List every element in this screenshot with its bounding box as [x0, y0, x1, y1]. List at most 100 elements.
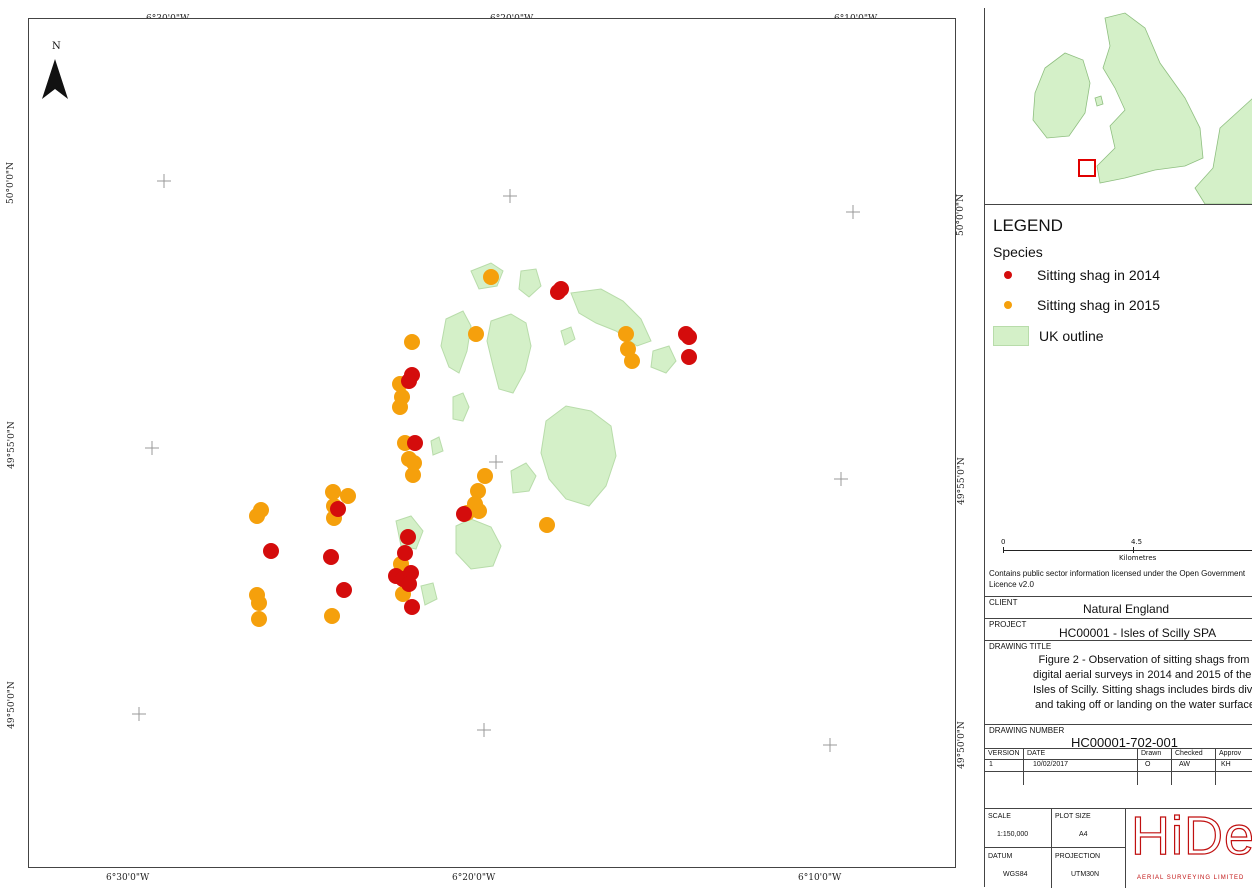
plot-size-label: PLOT SIZE	[1055, 813, 1091, 820]
bottom-coord-2: 6°20'0"W	[452, 873, 496, 883]
drawing-title-row: DRAWING TITLE Figure 2 - Observation of …	[985, 640, 1252, 725]
drawing-number-label: DRAWING NUMBER	[989, 726, 1065, 735]
shag-2015-point-30	[324, 608, 340, 624]
legend-title: LEGEND	[993, 216, 1063, 235]
logo-text: HiDef	[1131, 811, 1252, 867]
inset-extent-box	[1078, 159, 1096, 177]
shag-2014-point-19	[404, 599, 420, 615]
scale-value: 1:150,000	[997, 831, 1029, 838]
drawn-label: Drawn	[1141, 750, 1162, 757]
shag-2015-point-13	[325, 484, 341, 500]
logo-subtitle: AERIAL SURVEYING LIMITED	[1137, 875, 1245, 881]
inset-europe	[1194, 98, 1252, 204]
client-row: CLIENT Natural England	[985, 596, 1252, 619]
left-coord-2: 49°55'0"N	[6, 421, 17, 469]
shag-2014-point-13	[400, 529, 416, 545]
inset-isle	[1094, 95, 1104, 107]
legend-item-label: UK outline	[1039, 328, 1104, 344]
island-st-marys	[540, 405, 617, 507]
graticule	[132, 174, 860, 752]
datum-label: DATUM	[988, 853, 1013, 860]
left-coord-1: 50°0'0"N	[5, 162, 16, 204]
island-small-6	[560, 326, 576, 346]
scale-label: SCALE	[988, 813, 1011, 820]
main-map[interactable]: N	[28, 18, 956, 868]
island-samson	[452, 392, 470, 422]
shag-2014-point-3	[681, 329, 697, 345]
island-small-2	[518, 268, 542, 298]
bottom-coord-3: 6°10'0"W	[798, 873, 842, 883]
shag-2014-point-10	[263, 543, 279, 559]
shag-2014-point-7	[407, 435, 423, 451]
shag-2015-point-11	[406, 455, 422, 471]
scale-tick-1: 4.5	[1131, 538, 1143, 546]
shag-2015-point-1	[468, 326, 484, 342]
shag-2014-point-6	[401, 373, 417, 389]
shag-2015-point-24	[539, 517, 555, 533]
shag-2015-point-14	[340, 488, 356, 504]
right-coord-3: 49°50'0"N	[956, 721, 967, 769]
north-label: N	[52, 41, 61, 52]
approved-label: Approv	[1219, 750, 1242, 757]
shag-2015-point-5	[624, 353, 640, 369]
shag-2014-point-1	[550, 284, 566, 300]
island-tresco	[486, 313, 532, 394]
shag-2014-point-4	[681, 349, 697, 365]
drawing-number-value: HC00001-702-001	[1071, 735, 1178, 750]
inset-ireland	[1032, 52, 1091, 139]
legend-item-2014: Sitting shag in 2014	[993, 267, 1160, 283]
version-value: 1	[989, 761, 993, 768]
shag-2015-point-19	[477, 468, 493, 484]
date-value: 10/02/2017	[1033, 761, 1069, 768]
bottom-coord-1: 6°30'0"W	[106, 873, 150, 883]
legend-subtitle: Species	[993, 244, 1043, 260]
shag-2014-point-18	[401, 576, 417, 592]
shag-2014-point-9	[330, 501, 346, 517]
green-patch-icon	[993, 326, 1029, 346]
right-coord-1: 50°0'0"N	[955, 194, 966, 236]
drawn-value: O	[1145, 761, 1151, 768]
islands	[395, 262, 677, 606]
shag-2015-point-8	[392, 399, 408, 415]
shag-2015-point-12	[405, 467, 421, 483]
orange-dot-icon	[1004, 301, 1012, 309]
shag-2015-point-3	[618, 326, 634, 342]
checked-label: Checked	[1175, 750, 1203, 757]
projection-label: PROJECTION	[1055, 853, 1101, 860]
licence-text: Contains public sector information licen…	[989, 569, 1246, 589]
island-bryher	[440, 310, 472, 374]
drawing-title-value: Figure 2 - Observation of sitting shags …	[1033, 654, 1252, 711]
scale-unit: Kilometres	[1119, 554, 1157, 562]
right-coord-2: 49°55'0"N	[956, 457, 967, 505]
project-label: PROJECT	[989, 620, 1027, 629]
scale-tick-0: 0	[1001, 538, 1006, 546]
projection-value: UTM30N	[1071, 871, 1100, 878]
legend-item-2015: Sitting shag in 2015	[993, 297, 1160, 313]
north-arrow-icon: N	[42, 41, 68, 99]
legend-item-label: Sitting shag in 2015	[1037, 297, 1160, 313]
shag-2015-point-20	[470, 483, 486, 499]
client-label: CLIENT	[989, 598, 1018, 607]
plot-size-value: A4	[1079, 831, 1088, 838]
inset-map	[985, 8, 1252, 205]
map-canvas: N	[42, 41, 860, 752]
shag-2015-point-28	[251, 595, 267, 611]
checked-value: AW	[1179, 761, 1191, 768]
legend-item-label: Sitting shag in 2014	[1037, 267, 1160, 283]
shag-2014-point-11	[323, 549, 339, 565]
approved-value: KH	[1221, 761, 1231, 768]
inset-map-canvas	[1032, 12, 1252, 204]
shag-2015-point-22	[471, 503, 487, 519]
island-small-7	[430, 436, 444, 456]
drawing-number-row: DRAWING NUMBER HC00001-702-001	[985, 724, 1252, 750]
scale-bar: 0 4.5 Kilometres	[993, 538, 1252, 578]
drawing-title-label: DRAWING TITLE	[989, 642, 1052, 651]
meta-row: SCALE 1:150,000 PLOT SIZE A4 DATUM WGS84…	[985, 808, 1252, 888]
version-label: VERSION	[988, 750, 1020, 757]
project-row: PROJECT HC00001 - Isles of Scilly SPA	[985, 618, 1252, 641]
left-coord-3: 49°50'0"N	[6, 681, 17, 729]
observations-2014	[263, 281, 697, 615]
island-st-agnes	[455, 518, 502, 570]
version-row: VERSION DATE Drawn Checked Approv 1 10/0…	[985, 748, 1252, 785]
date-label: DATE	[1027, 750, 1046, 757]
